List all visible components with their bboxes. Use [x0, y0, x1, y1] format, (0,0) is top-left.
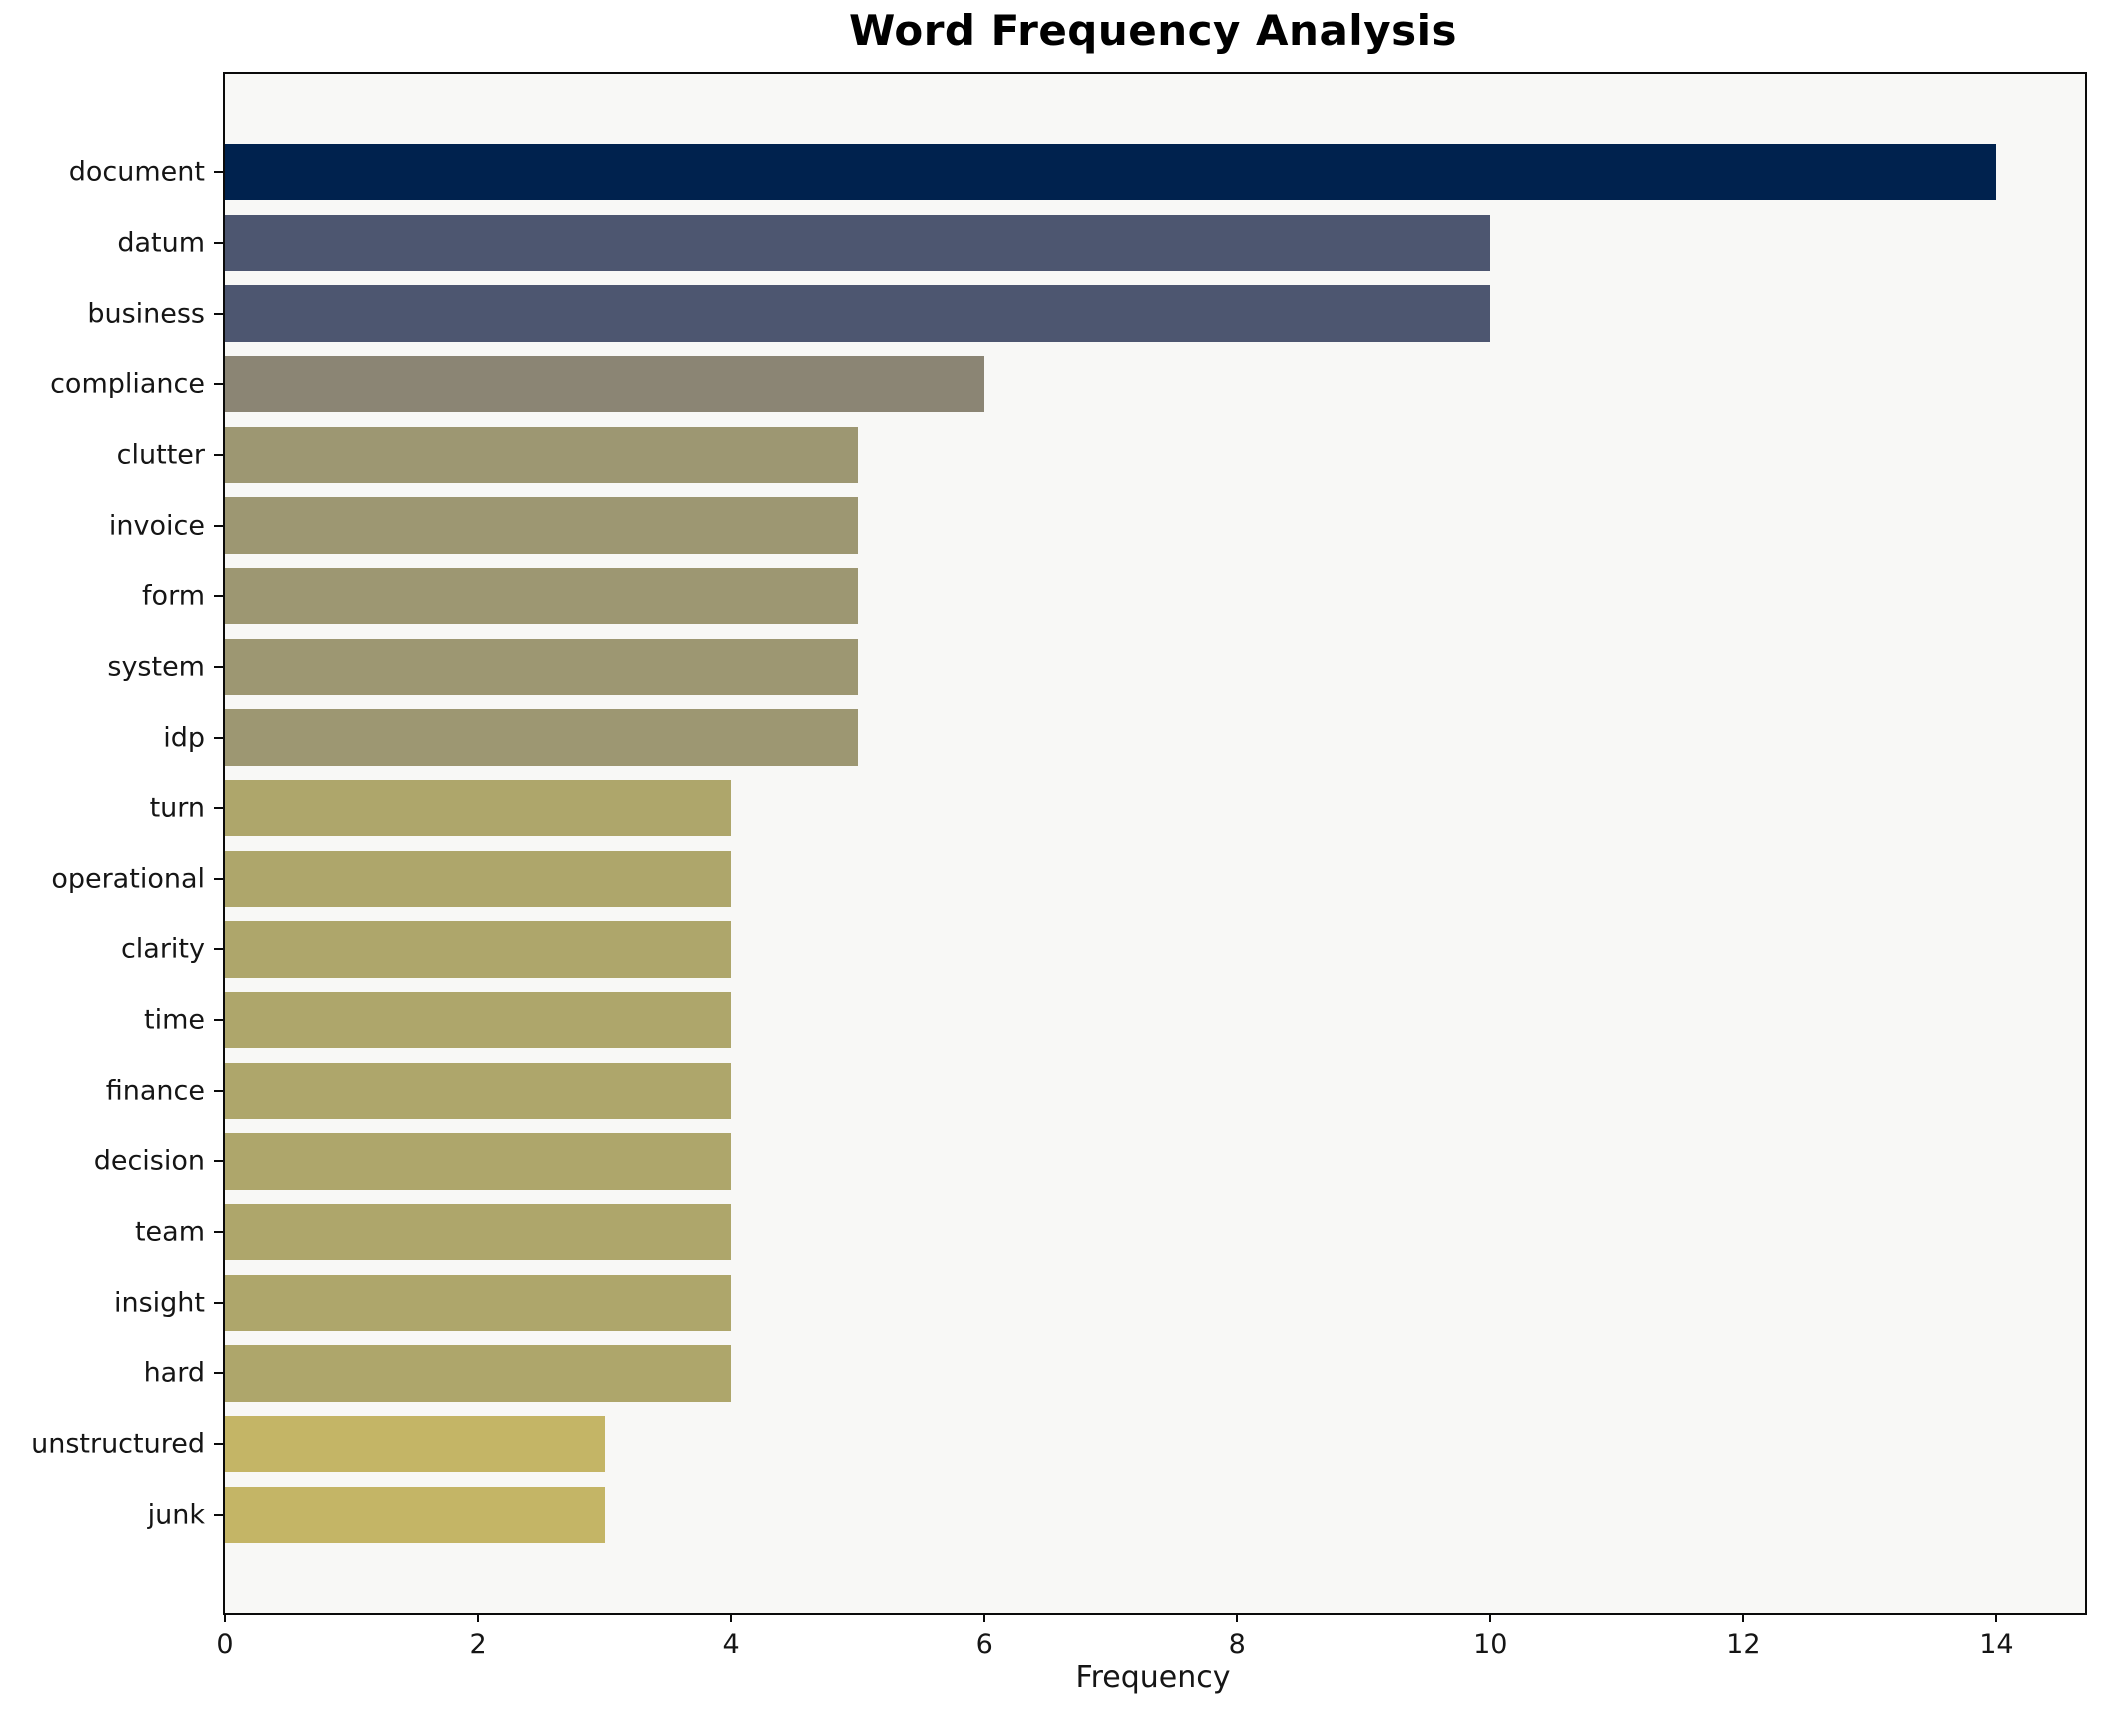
- y-tick-system: [214, 665, 223, 668]
- y-label-idp: idp: [163, 722, 205, 753]
- y-tick-turn: [214, 807, 223, 810]
- y-tick-clutter: [214, 453, 223, 456]
- y-tick-business: [214, 312, 223, 315]
- bar-team: [225, 1203, 732, 1261]
- x-tick-0: [224, 1613, 226, 1622]
- bar-operational: [225, 850, 732, 908]
- bar-form: [225, 567, 858, 625]
- x-tick-label-0: 0: [216, 1629, 234, 1660]
- y-label-junk: junk: [147, 1499, 205, 1531]
- y-label-business: business: [87, 298, 205, 330]
- y-label-insight: insight: [113, 1287, 205, 1319]
- bar-hard: [225, 1345, 732, 1402]
- x-tick-label-2: 2: [469, 1629, 487, 1660]
- y-tick-clarity: [214, 948, 223, 951]
- y-tick-hard: [214, 1372, 223, 1375]
- x-tick-label-14: 14: [1979, 1629, 2014, 1660]
- x-axis-label: Frequency: [1075, 1660, 1231, 1695]
- x-tick-4: [730, 1613, 733, 1622]
- y-label-clutter: clutter: [116, 439, 205, 471]
- x-tick-12: [1742, 1613, 1745, 1622]
- y-label-unstructured: unstructured: [31, 1428, 205, 1460]
- y-tick-invoice: [214, 524, 223, 527]
- y-tick-idp: [214, 736, 223, 739]
- chart-title: Word Frequency Analysis: [849, 6, 1457, 55]
- x-tick-label-12: 12: [1726, 1629, 1761, 1660]
- y-tick-operational: [214, 877, 223, 880]
- x-tick-label-8: 8: [1228, 1629, 1246, 1660]
- y-tick-datum: [214, 241, 223, 244]
- y-tick-form: [214, 595, 223, 598]
- x-tick-2: [477, 1613, 480, 1622]
- y-label-compliance: compliance: [50, 368, 205, 400]
- y-label-team: team: [134, 1216, 205, 1248]
- y-label-form: form: [142, 580, 205, 612]
- x-tick-label-6: 6: [975, 1629, 993, 1660]
- y-tick-junk: [214, 1513, 223, 1516]
- y-label-hard: hard: [143, 1357, 205, 1389]
- bar-clutter: [225, 426, 858, 484]
- bar-unstructured: [225, 1415, 605, 1473]
- x-tick-10: [1489, 1613, 1492, 1622]
- y-label-decision: decision: [93, 1145, 205, 1177]
- bar-junk: [225, 1486, 605, 1544]
- plot-area: document datum business compliance clutter in…: [31, 72, 2087, 1660]
- bar-finance: [225, 1062, 732, 1120]
- y-label-clarity: clarity: [120, 933, 205, 965]
- y-label-document: document: [68, 156, 205, 188]
- y-label-datum: datum: [117, 227, 205, 259]
- y-label-invoice: invoice: [108, 510, 205, 542]
- bar-business: [225, 285, 1491, 342]
- y-tick-insight: [214, 1301, 223, 1304]
- bar-document: [225, 143, 1997, 201]
- y-tick-finance: [214, 1089, 223, 1092]
- y-tick-team: [214, 1231, 223, 1234]
- x-tick-6: [983, 1613, 986, 1622]
- bar-system: [225, 638, 858, 696]
- bar-clarity: [225, 921, 732, 978]
- y-label-finance: finance: [105, 1075, 205, 1107]
- bar-turn: [225, 779, 732, 837]
- bar-decision: [225, 1133, 732, 1190]
- bar-idp: [225, 709, 858, 766]
- y-tick-compliance: [214, 383, 223, 386]
- bar-invoice: [225, 497, 858, 554]
- y-tick-decision: [214, 1160, 223, 1163]
- y-label-system: system: [107, 651, 205, 683]
- y-tick-document: [214, 171, 223, 174]
- x-tick-8: [1236, 1613, 1239, 1622]
- y-label-operational: operational: [51, 863, 205, 895]
- bar-compliance: [225, 355, 985, 413]
- x-tick-label-10: 10: [1473, 1629, 1508, 1660]
- bar-datum: [225, 214, 1491, 272]
- y-label-turn: turn: [149, 792, 205, 824]
- y-tick-unstructured: [214, 1443, 223, 1446]
- bar-time: [225, 991, 732, 1049]
- x-tick-label-4: 4: [722, 1629, 740, 1660]
- x-tick-14: [1995, 1613, 1998, 1622]
- y-tick-time: [214, 1019, 223, 1022]
- y-label-time: time: [143, 1004, 205, 1036]
- bar-insight: [225, 1274, 732, 1332]
